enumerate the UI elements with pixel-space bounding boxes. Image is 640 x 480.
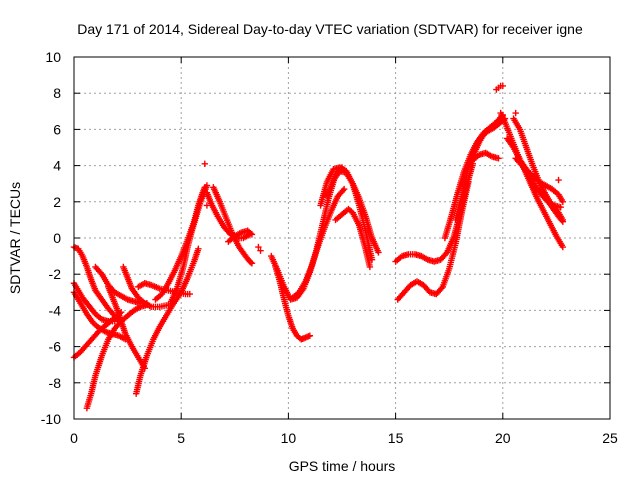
- y-tick-label: 4: [53, 158, 61, 174]
- x-tick-label: 10: [281, 430, 297, 446]
- data-point-marker: [368, 256, 376, 263]
- y-tick-label: -10: [41, 411, 61, 427]
- series-outliers: [201, 82, 562, 254]
- data-point-marker: [247, 259, 255, 266]
- data-point-marker: [559, 243, 567, 251]
- data-point-marker: [375, 249, 382, 256]
- data-point-marker: [495, 155, 502, 162]
- series-arc-1: [70, 243, 123, 325]
- series-arc-26: [463, 149, 502, 173]
- y-tick-label: 0: [53, 230, 61, 246]
- y-tick-label: -6: [49, 339, 62, 355]
- series-arc-5: [83, 301, 151, 412]
- series-arc-32: [536, 187, 567, 225]
- y-tick-label: 2: [53, 194, 61, 210]
- data-point-marker: [195, 245, 202, 253]
- series-arc-12: [167, 182, 211, 307]
- x-tick-labels: 0 5 10 15 20 25: [70, 430, 618, 446]
- y-tick-label: -4: [49, 302, 62, 318]
- y-tick-labels: -10 -8 -6 -4 -2 0 2 4 6 8 10: [41, 49, 61, 427]
- series-arc-17: [272, 263, 314, 343]
- data-point-marker: [555, 176, 562, 184]
- data-point-marker: [248, 260, 256, 267]
- chart-title: Day 171 of 2014, Sidereal Day-to-day VTE…: [77, 21, 583, 37]
- data-point-marker: [203, 182, 211, 189]
- y-tick-label: 10: [45, 49, 61, 65]
- y-tick-label: -2: [49, 266, 62, 282]
- data-point-marker: [559, 218, 567, 225]
- x-tick-label: 20: [495, 430, 511, 446]
- data-marks: [70, 82, 567, 412]
- series-arc-14: [210, 184, 256, 267]
- x-tick-label: 15: [388, 430, 404, 446]
- x-axis-title: GPS time / hours: [289, 458, 396, 474]
- data-point-marker: [186, 290, 193, 298]
- y-tick-label: 8: [53, 85, 61, 101]
- series-arc-8: [120, 263, 172, 310]
- data-point-marker: [512, 109, 519, 117]
- data-point-marker: [499, 82, 506, 90]
- data-point-marker: [203, 202, 211, 209]
- series-arc-7: [105, 283, 148, 372]
- data-point-marker: [558, 217, 565, 224]
- data-point-marker: [201, 160, 208, 167]
- data-point-marker: [257, 247, 264, 254]
- series-arc-18: [289, 185, 348, 301]
- data-point-marker: [255, 243, 262, 251]
- data-point-marker: [366, 263, 374, 271]
- x-tick-label: 0: [70, 430, 78, 446]
- x-tick-label: 25: [602, 430, 618, 446]
- data-point-marker: [247, 229, 254, 237]
- series-arc-15: [225, 227, 256, 245]
- data-point-marker: [306, 332, 314, 339]
- series-arc-23: [394, 178, 472, 303]
- x-tick-label: 5: [177, 430, 185, 446]
- series-arc-20: [323, 167, 382, 256]
- data-point-marker: [248, 231, 256, 238]
- data-point-marker: [340, 185, 348, 193]
- y-tick-label: -8: [49, 375, 62, 391]
- data-point-marker: [559, 198, 567, 205]
- series-arc-21: [332, 205, 374, 271]
- plot-frame: [73, 56, 611, 420]
- series-arc-9: [132, 245, 202, 397]
- y-tick-label: 6: [53, 121, 61, 137]
- y-axis-title: SDTVAR / TECUs: [7, 182, 23, 294]
- data-point-marker: [557, 204, 564, 211]
- series-arc-27: [469, 115, 506, 160]
- series-arc-6: [92, 263, 151, 307]
